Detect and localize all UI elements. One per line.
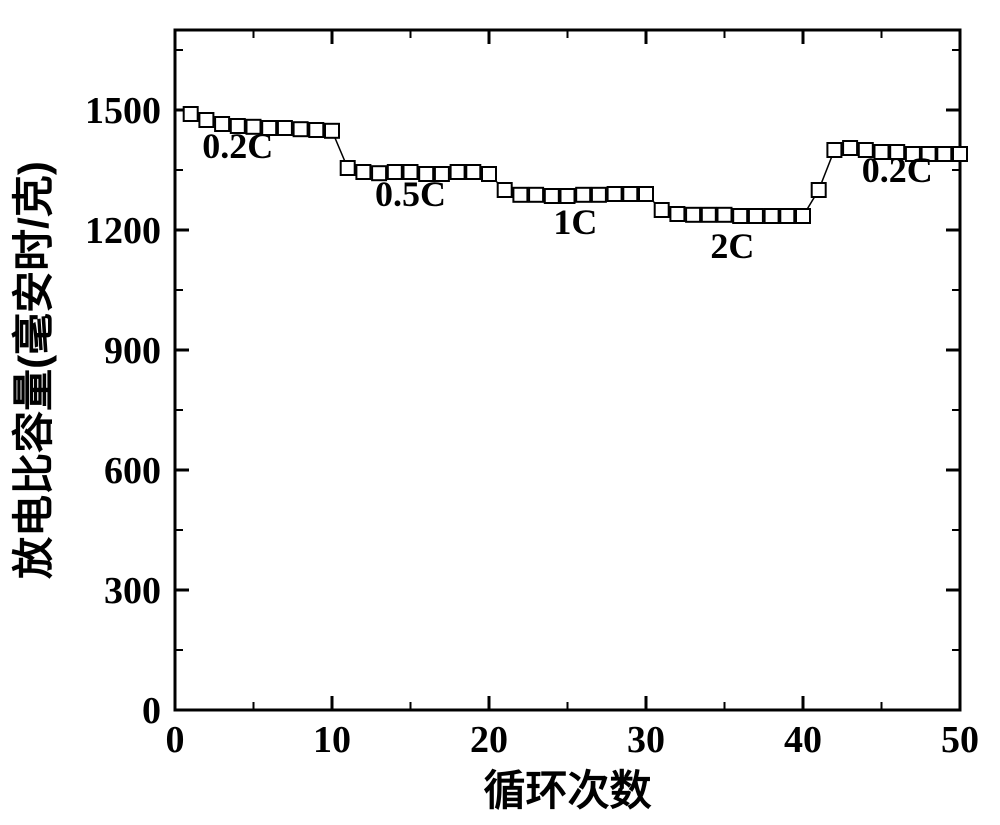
x-tick-label: 50	[941, 719, 979, 761]
chart-svg: 0 10 20 30 40 50 0 300 600 900 1200 1500 循环次数 放电比容量(毫…	[0, 0, 1000, 825]
data-marker	[498, 183, 512, 197]
data-marker	[199, 113, 213, 127]
y-tick-label: 300	[104, 570, 161, 612]
data-marker	[356, 165, 370, 179]
data-marker	[843, 141, 857, 155]
data-marker	[686, 208, 700, 222]
data-marker	[576, 188, 590, 202]
data-marker	[466, 165, 480, 179]
x-tick-label: 40	[784, 719, 822, 761]
rate-annotation: 0.2C	[202, 126, 273, 166]
y-tick-label: 1500	[85, 90, 161, 132]
x-tick-label: 30	[627, 719, 665, 761]
data-marker	[718, 208, 732, 222]
data-marker	[513, 188, 527, 202]
data-marker	[749, 209, 763, 223]
data-marker	[655, 203, 669, 217]
data-marker	[545, 189, 559, 203]
data-marker	[702, 208, 716, 222]
data-marker	[482, 167, 496, 181]
data-marker	[670, 207, 684, 221]
data-marker	[309, 123, 323, 137]
data-marker	[341, 161, 355, 175]
data-marker	[294, 122, 308, 136]
data-marker	[592, 188, 606, 202]
x-tick-label: 0	[166, 719, 185, 761]
y-axis-label: 放电比容量(毫安时/克)	[10, 161, 57, 579]
data-marker	[733, 209, 747, 223]
data-marker	[937, 147, 951, 161]
y-tick-label: 0	[142, 690, 161, 732]
data-marker	[325, 124, 339, 138]
y-tick-label: 600	[104, 450, 161, 492]
data-marker	[796, 209, 810, 223]
data-marker	[827, 143, 841, 157]
x-tick-label: 20	[470, 719, 508, 761]
data-marker	[278, 121, 292, 135]
data-marker	[780, 209, 794, 223]
data-marker	[953, 147, 967, 161]
data-marker	[529, 188, 543, 202]
rate-annotation: 2C	[710, 226, 754, 266]
data-marker	[639, 187, 653, 201]
data-marker	[184, 107, 198, 121]
data-marker	[451, 165, 465, 179]
rate-annotation: 0.5C	[375, 174, 446, 214]
data-marker	[765, 209, 779, 223]
rate-annotation: 1C	[553, 202, 597, 242]
data-marker	[623, 187, 637, 201]
y-tick-label: 1200	[85, 210, 161, 252]
rate-annotation: 0.2C	[862, 150, 933, 190]
data-marker	[608, 187, 622, 201]
data-marker	[812, 183, 826, 197]
y-tick-label: 900	[104, 330, 161, 372]
x-axis-label: 循环次数	[483, 767, 651, 814]
chart-container: 0 10 20 30 40 50 0 300 600 900 1200 1500 循环次数 放电比容量(毫…	[0, 0, 1000, 825]
data-marker	[561, 189, 575, 203]
x-tick-label: 10	[313, 719, 351, 761]
